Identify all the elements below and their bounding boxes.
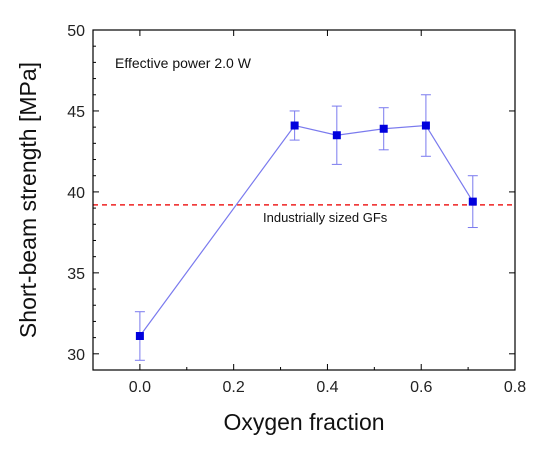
y-tick-label: 40: [67, 185, 85, 202]
data-point: [468, 197, 477, 206]
x-tick-label: 0.2: [223, 379, 245, 396]
data-point: [290, 121, 299, 130]
x-tick-label: 0.0: [129, 379, 151, 396]
x-tick-label: 0.4: [316, 379, 338, 396]
data-point: [421, 121, 430, 130]
data-point: [332, 131, 341, 140]
y-axis-ticks: 30 35 40 45 50: [67, 23, 515, 371]
x-axis-title: Oxygen fraction: [223, 409, 384, 435]
y-tick-label: 45: [67, 104, 85, 121]
y-tick-label: 30: [67, 347, 85, 364]
data-point: [379, 124, 388, 133]
annotation-text: Effective power 2.0 W: [115, 55, 252, 71]
series-line: [139, 124, 474, 337]
plot-frame: [92, 29, 516, 371]
data-points: [135, 121, 477, 340]
x-axis-ticks: 0.0 0.2 0.4 0.6 0.8: [92, 30, 526, 396]
y-axis-title: Short-beam strength [MPa]: [15, 62, 41, 338]
x-tick-label: 0.6: [410, 379, 432, 396]
x-tick-label: 0.8: [504, 379, 526, 396]
error-bars: [134, 94, 478, 361]
reference-line-label: Industrially sized GFs: [263, 210, 388, 225]
data-point: [135, 332, 144, 340]
y-tick-label: 50: [67, 23, 85, 40]
y-tick-label: 35: [67, 266, 85, 283]
